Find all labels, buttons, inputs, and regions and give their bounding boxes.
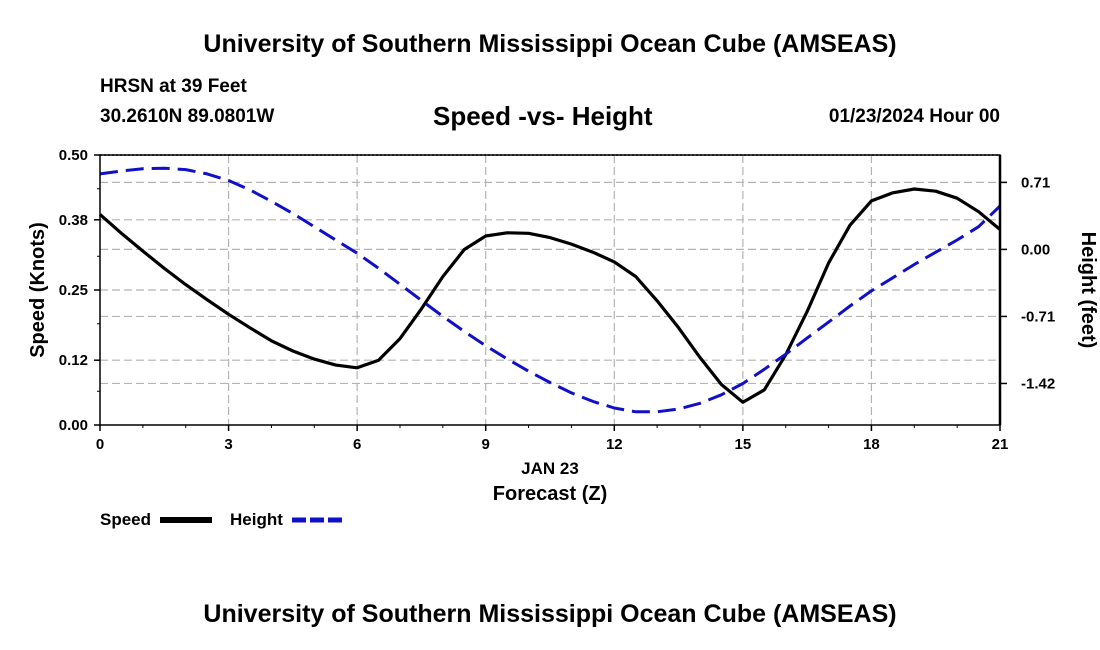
y-tick-label: 0.00 xyxy=(59,417,88,434)
chart-title: University of Southern Mississippi Ocean… xyxy=(203,30,897,58)
y2-tick-label: -0.71 xyxy=(1021,308,1055,325)
forecast-datetime: 01/23/2024 Hour 00 xyxy=(828,106,1000,127)
legend-height-label: Height xyxy=(230,510,283,529)
y2-axis-label: Height (feet) xyxy=(1077,232,1099,349)
legend-speed-label: Speed xyxy=(100,510,151,529)
x-tick-label: 12 xyxy=(606,436,623,453)
axes: 0 3 6 9 12 15 18 21 0.00 0.12 0.25 0.38 0.50 0.71 0.00… xyxy=(59,147,1055,453)
x-axis-date-label: JAN 23 xyxy=(521,459,579,478)
y-tick-label: 0.38 xyxy=(59,212,88,229)
grid xyxy=(100,155,1000,425)
x-tick-label: 3 xyxy=(224,436,232,453)
y2-tick-label: 0.00 xyxy=(1021,241,1050,258)
x-tick-label: 15 xyxy=(735,436,752,453)
x-tick-label: 9 xyxy=(482,436,490,453)
x-tick-label: 0 xyxy=(96,436,104,453)
y-tick-label: 0.25 xyxy=(59,282,88,299)
station-label: HRSN at 39 Feet xyxy=(100,76,247,97)
x-tick-label: 18 xyxy=(863,436,880,453)
y-tick-label: 0.12 xyxy=(59,352,88,369)
speed-line xyxy=(98,187,1002,404)
chart-subtitle: Speed -vs- Height xyxy=(433,101,653,131)
x-tick-label: 21 xyxy=(992,436,1009,453)
y-axis-label: Speed (Knots) xyxy=(27,222,49,358)
y2-tick-label: -1.42 xyxy=(1021,375,1055,392)
y2-tick-label: 0.71 xyxy=(1021,174,1050,191)
series-layer xyxy=(98,166,1002,414)
footer-title: University of Southern Mississippi Ocean… xyxy=(203,600,897,628)
coordinates-label: 30.2610N 89.0801W xyxy=(100,106,275,127)
legend: Speed Height xyxy=(100,510,343,529)
x-axis-label: Forecast (Z) xyxy=(493,483,607,505)
x-tick-label: 6 xyxy=(353,436,361,453)
height-line xyxy=(99,166,1002,414)
y-tick-label: 0.50 xyxy=(59,147,88,164)
